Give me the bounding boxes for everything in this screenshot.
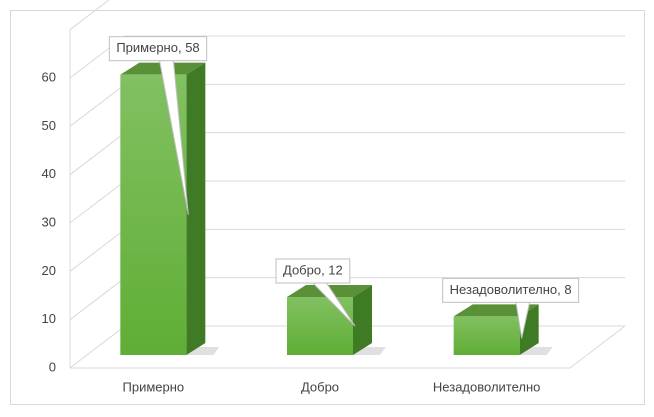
wall-top: [69, 0, 110, 31]
grid-line: [69, 35, 625, 79]
y-tick-label: 50: [42, 118, 56, 133]
floor-edge: [70, 325, 626, 369]
y-tick-label: 60: [42, 69, 56, 84]
data-label: Примерно, 58: [116, 40, 199, 55]
bar-side: [186, 62, 206, 356]
bar: [287, 297, 353, 355]
x-tick-label: Незадоволително: [433, 379, 541, 394]
y-tick-label: 0: [49, 359, 56, 374]
x-tick-label: Примерно: [123, 379, 185, 394]
callout-box: [442, 277, 580, 303]
bar-side: [353, 285, 372, 355]
bar: [453, 316, 520, 355]
callout-box: [275, 258, 351, 284]
y-tick-label: 20: [42, 263, 56, 278]
data-label: Добро, 12: [283, 262, 343, 277]
x-tick-label: Добро: [301, 379, 339, 394]
y-tick-label: 10: [42, 311, 56, 326]
callout-box: [108, 36, 208, 62]
data-label: Незадоволително, 8: [450, 282, 572, 297]
y-tick-label: 30: [42, 214, 56, 229]
y-tick-label: 40: [42, 166, 56, 181]
